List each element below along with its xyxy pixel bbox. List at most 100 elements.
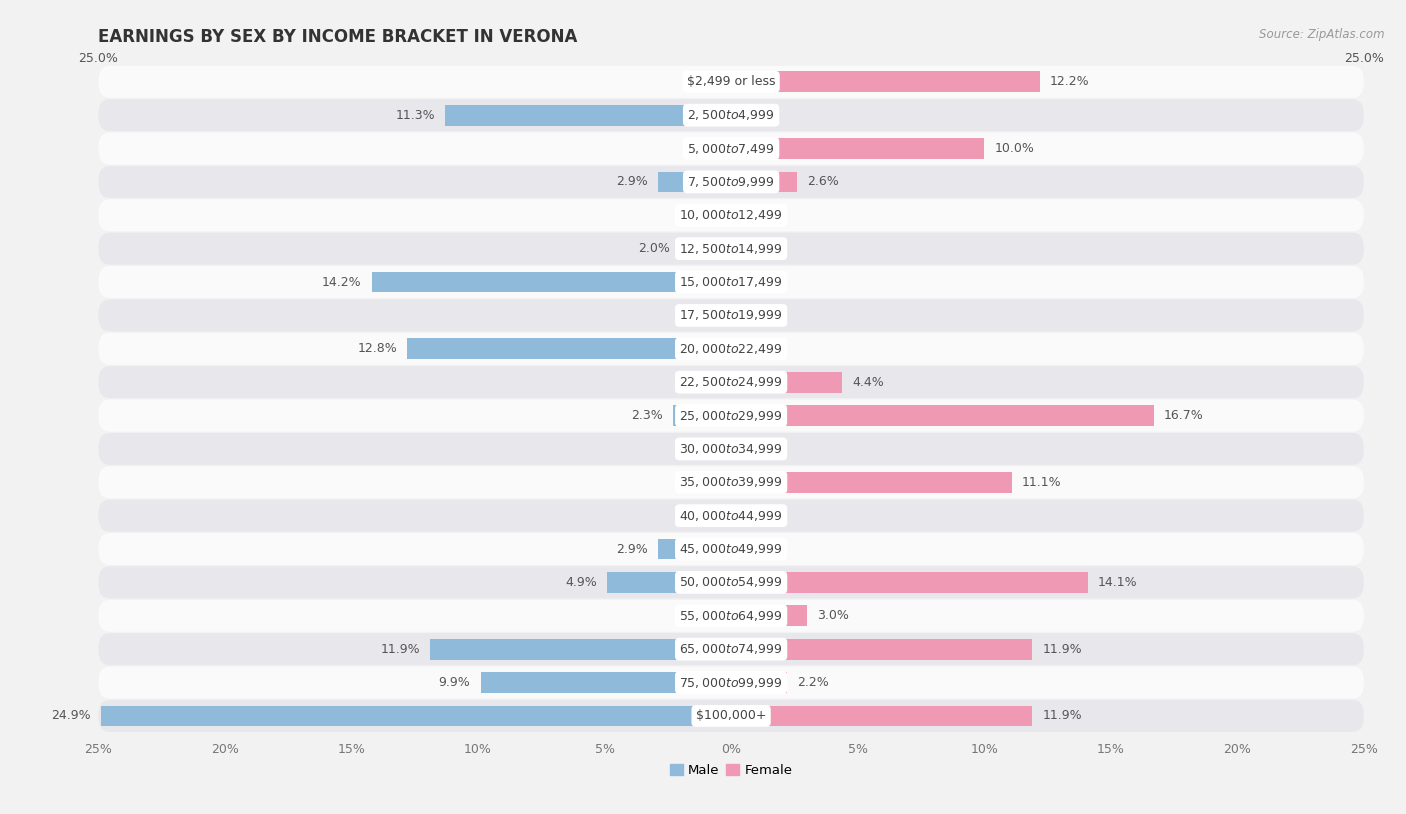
Text: 12.8%: 12.8% <box>357 343 396 355</box>
Text: 4.9%: 4.9% <box>565 576 598 589</box>
Text: $65,000 to $74,999: $65,000 to $74,999 <box>679 642 783 656</box>
Text: 0.0%: 0.0% <box>741 343 773 355</box>
Text: 12.2%: 12.2% <box>1050 76 1090 88</box>
Bar <box>731 706 1032 726</box>
Bar <box>731 572 1088 593</box>
Text: 25.0%: 25.0% <box>79 52 118 65</box>
Bar <box>731 405 1154 426</box>
Text: 2.0%: 2.0% <box>638 243 671 255</box>
Bar <box>731 472 1012 492</box>
Bar <box>681 239 731 259</box>
Text: $15,000 to $17,499: $15,000 to $17,499 <box>679 275 783 289</box>
FancyBboxPatch shape <box>98 233 1364 265</box>
Bar <box>607 572 731 593</box>
Bar <box>481 672 731 693</box>
Text: $7,500 to $9,999: $7,500 to $9,999 <box>688 175 775 189</box>
Text: 11.1%: 11.1% <box>1022 476 1062 488</box>
Text: 0.0%: 0.0% <box>741 309 773 322</box>
Bar <box>731 138 984 159</box>
Text: 0.0%: 0.0% <box>689 476 721 488</box>
Text: 2.3%: 2.3% <box>631 409 662 422</box>
Text: 2.6%: 2.6% <box>807 176 839 188</box>
Text: $12,500 to $14,999: $12,500 to $14,999 <box>679 242 783 256</box>
FancyBboxPatch shape <box>98 700 1364 732</box>
Text: 0.0%: 0.0% <box>689 142 721 155</box>
FancyBboxPatch shape <box>98 400 1364 431</box>
Text: 2.2%: 2.2% <box>797 676 828 689</box>
Text: $30,000 to $34,999: $30,000 to $34,999 <box>679 442 783 456</box>
FancyBboxPatch shape <box>98 300 1364 331</box>
Text: 0.0%: 0.0% <box>689 510 721 522</box>
Text: 0.0%: 0.0% <box>689 209 721 221</box>
Text: $40,000 to $44,999: $40,000 to $44,999 <box>679 509 783 523</box>
Text: 0.0%: 0.0% <box>689 610 721 622</box>
Text: 11.3%: 11.3% <box>395 109 434 121</box>
Text: 3.0%: 3.0% <box>817 610 849 622</box>
Bar <box>731 72 1040 92</box>
Text: $25,000 to $29,999: $25,000 to $29,999 <box>679 409 783 422</box>
Text: $5,000 to $7,499: $5,000 to $7,499 <box>688 142 775 155</box>
Text: $75,000 to $99,999: $75,000 to $99,999 <box>679 676 783 689</box>
Text: $10,000 to $12,499: $10,000 to $12,499 <box>679 208 783 222</box>
Text: $2,500 to $4,999: $2,500 to $4,999 <box>688 108 775 122</box>
Text: 10.0%: 10.0% <box>994 142 1035 155</box>
Text: 11.9%: 11.9% <box>1042 710 1083 722</box>
Text: 11.9%: 11.9% <box>380 643 420 655</box>
FancyBboxPatch shape <box>98 433 1364 465</box>
Text: 25.0%: 25.0% <box>1344 52 1384 65</box>
Text: $100,000+: $100,000+ <box>696 710 766 722</box>
FancyBboxPatch shape <box>98 500 1364 532</box>
FancyBboxPatch shape <box>98 533 1364 565</box>
Text: $22,500 to $24,999: $22,500 to $24,999 <box>679 375 783 389</box>
Text: 0.0%: 0.0% <box>741 209 773 221</box>
Text: 0.0%: 0.0% <box>689 443 721 455</box>
Text: 0.0%: 0.0% <box>689 309 721 322</box>
FancyBboxPatch shape <box>98 266 1364 298</box>
Bar <box>658 172 731 192</box>
FancyBboxPatch shape <box>98 66 1364 98</box>
Legend: Male, Female: Male, Female <box>664 759 799 783</box>
Text: 2.9%: 2.9% <box>616 176 648 188</box>
Bar <box>430 639 731 659</box>
Text: 0.0%: 0.0% <box>741 243 773 255</box>
Text: Source: ZipAtlas.com: Source: ZipAtlas.com <box>1260 28 1385 42</box>
FancyBboxPatch shape <box>98 333 1364 365</box>
Text: $35,000 to $39,999: $35,000 to $39,999 <box>679 475 783 489</box>
Text: 0.0%: 0.0% <box>689 376 721 388</box>
Bar <box>731 672 787 693</box>
FancyBboxPatch shape <box>98 99 1364 131</box>
Text: 0.0%: 0.0% <box>741 510 773 522</box>
FancyBboxPatch shape <box>98 600 1364 632</box>
Bar <box>731 639 1032 659</box>
Text: $17,500 to $19,999: $17,500 to $19,999 <box>679 309 783 322</box>
Bar <box>408 339 731 359</box>
FancyBboxPatch shape <box>98 366 1364 398</box>
Bar <box>731 372 842 392</box>
Text: 0.0%: 0.0% <box>741 109 773 121</box>
Text: 4.4%: 4.4% <box>852 376 884 388</box>
FancyBboxPatch shape <box>98 567 1364 598</box>
Text: 24.9%: 24.9% <box>51 710 91 722</box>
FancyBboxPatch shape <box>98 667 1364 698</box>
FancyBboxPatch shape <box>98 166 1364 198</box>
FancyBboxPatch shape <box>98 199 1364 231</box>
Bar <box>101 706 731 726</box>
Text: $2,499 or less: $2,499 or less <box>688 76 775 88</box>
Bar <box>658 539 731 559</box>
Text: 0.0%: 0.0% <box>741 543 773 555</box>
Text: EARNINGS BY SEX BY INCOME BRACKET IN VERONA: EARNINGS BY SEX BY INCOME BRACKET IN VER… <box>98 28 578 46</box>
Text: $55,000 to $64,999: $55,000 to $64,999 <box>679 609 783 623</box>
Bar <box>371 272 731 292</box>
Text: 0.0%: 0.0% <box>741 443 773 455</box>
FancyBboxPatch shape <box>98 633 1364 665</box>
Bar <box>673 405 731 426</box>
Bar <box>446 105 731 125</box>
FancyBboxPatch shape <box>98 466 1364 498</box>
Text: $50,000 to $54,999: $50,000 to $54,999 <box>679 575 783 589</box>
Text: 14.2%: 14.2% <box>322 276 361 288</box>
Text: 14.1%: 14.1% <box>1098 576 1137 589</box>
Bar <box>731 172 797 192</box>
Text: 16.7%: 16.7% <box>1164 409 1204 422</box>
Text: $45,000 to $49,999: $45,000 to $49,999 <box>679 542 783 556</box>
Text: 9.9%: 9.9% <box>439 676 471 689</box>
